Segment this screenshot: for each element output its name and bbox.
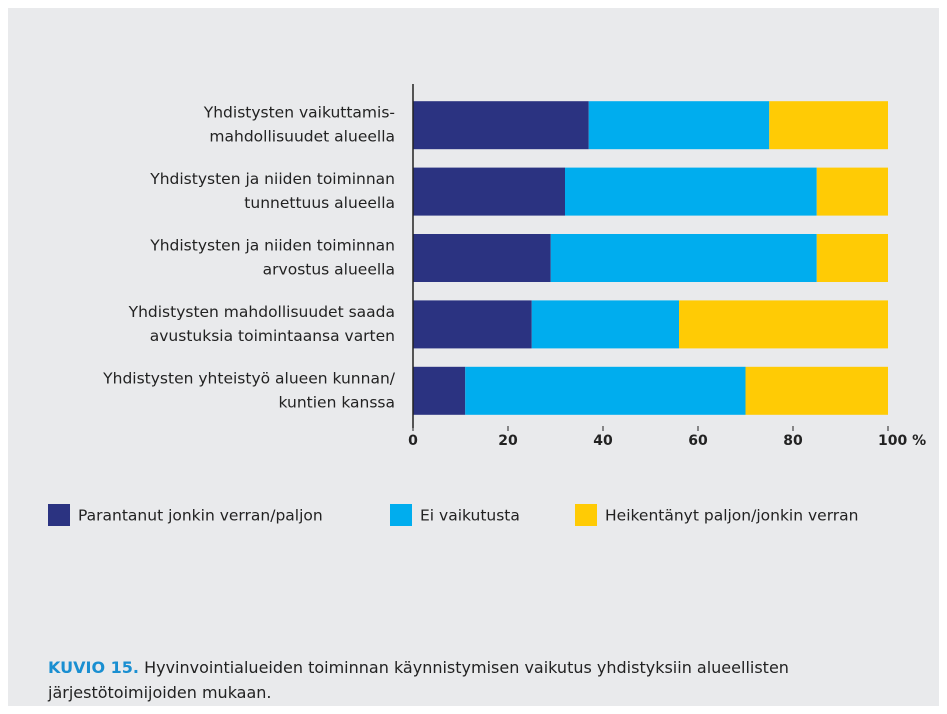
x-tick-label: 80 xyxy=(783,433,803,449)
bar-segment xyxy=(465,366,746,415)
y-tick-label: Yhdistysten vaikuttamis- xyxy=(203,104,395,122)
legend-label: Ei vaikutusta xyxy=(420,507,520,525)
bar-segment xyxy=(816,234,888,282)
bar-segment xyxy=(769,101,888,150)
y-tick-label: mahdollisuudet alueella xyxy=(209,128,395,146)
caption: KUVIO 15. Hyvinvointialueiden toiminnan … xyxy=(48,655,878,705)
legend-label: Heikentänyt paljon/jonkin verran xyxy=(605,507,859,525)
y-tick-label: tunnettuus alueella xyxy=(244,194,395,212)
y-tick-label: Yhdistysten yhteistyö alueen kunnan/ xyxy=(102,369,396,387)
x-tick-label: 20 xyxy=(498,433,518,449)
y-tick-label: kuntien kanssa xyxy=(279,393,396,411)
legend-swatch xyxy=(575,504,597,526)
bar-segment xyxy=(413,300,532,349)
bar-segment xyxy=(531,300,679,349)
bar-segment xyxy=(816,167,888,216)
bar-segment xyxy=(550,234,817,282)
y-tick-label: Yhdistysten ja niiden toiminnan xyxy=(149,237,395,255)
bar-segment xyxy=(413,167,565,216)
x-tick-label: 100 % xyxy=(878,433,926,449)
y-tick-label: Yhdistysten mahdollisuudet saada xyxy=(128,303,395,321)
x-tick-label: 60 xyxy=(688,433,708,449)
bar-segment xyxy=(679,300,888,349)
bar-segment xyxy=(745,366,888,415)
x-tick-label: 0 xyxy=(408,433,418,449)
bar-segment xyxy=(413,366,466,415)
x-tick-label: 40 xyxy=(593,433,613,449)
legend-label: Parantanut jonkin verran/paljon xyxy=(78,507,323,525)
bar-segment xyxy=(413,101,589,150)
bar-segment xyxy=(413,234,551,282)
caption-text: Hyvinvointialueiden toiminnan käynnistym… xyxy=(48,658,789,702)
legend-swatch xyxy=(48,504,70,526)
y-tick-label: avustuksia toimintaansa varten xyxy=(150,327,395,345)
legend-swatch xyxy=(390,504,412,526)
caption-label: KUVIO 15. xyxy=(48,658,139,677)
bar-segment xyxy=(565,167,817,216)
y-tick-label: arvostus alueella xyxy=(263,261,395,279)
y-tick-label: Yhdistysten ja niiden toiminnan xyxy=(149,170,395,188)
bar-segment xyxy=(588,101,770,150)
